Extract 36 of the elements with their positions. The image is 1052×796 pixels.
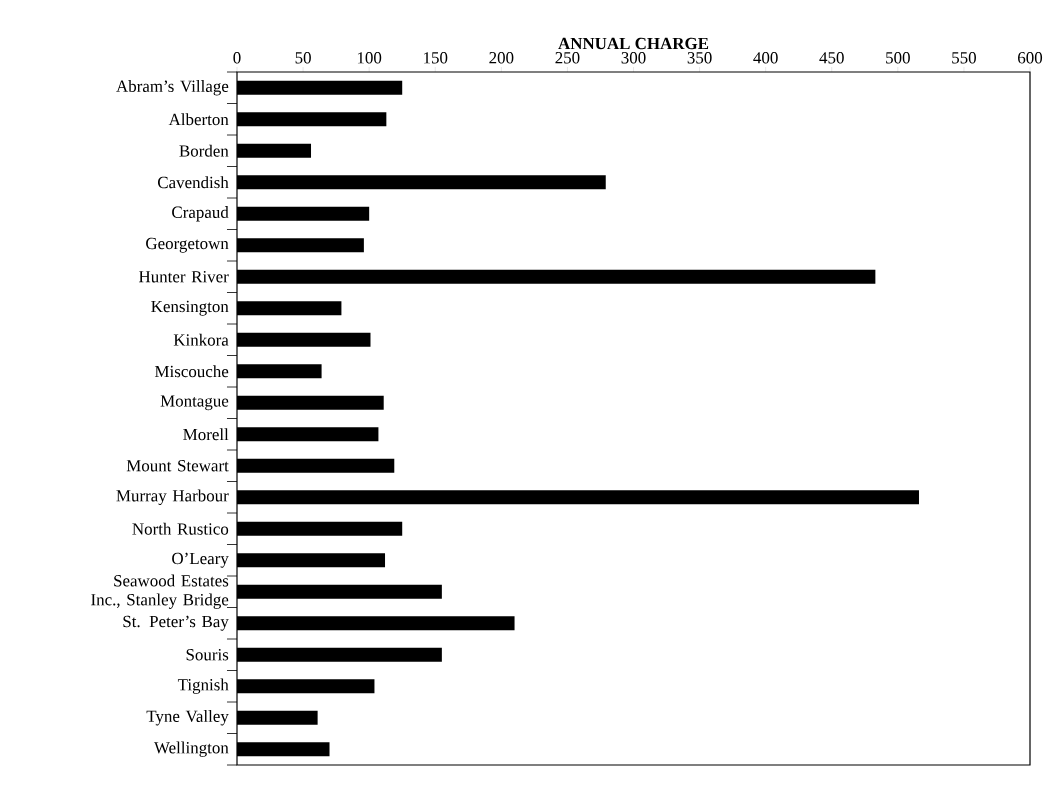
x-tick-label: 450 [819, 52, 844, 64]
y-tick-label: Kinkora [173, 333, 229, 346]
y-tick-label: Hunter River [138, 271, 229, 283]
x-tick-label: 150 [424, 52, 448, 64]
y-tick-label: Alberton [168, 113, 229, 126]
x-tick-label: 350 [687, 52, 712, 64]
x-tick-label: 50 [295, 52, 311, 64]
x-tick-label: 250 [555, 52, 580, 64]
x-tick-label: 300 [621, 52, 646, 64]
y-tick-label: Cavendish [157, 176, 229, 189]
y-tick-label: Wellington [153, 741, 229, 757]
y-tick-label: North Rustico [132, 522, 229, 535]
x-tick-label: 600 [1018, 52, 1043, 64]
y-tick-label: Miscouche [154, 365, 229, 378]
y-tick-label: Georgetown [146, 237, 229, 253]
y-tick-label: Kensington [151, 300, 229, 316]
y-tick-label: Crapaud [172, 206, 229, 222]
y-tick-label: O’Leary [172, 552, 229, 568]
y-tick-label: Souris [186, 649, 229, 661]
y-tick-label: Tignish [177, 678, 229, 694]
y-tick-label: Mount Stewart [126, 460, 229, 472]
x-tick-label: 400 [753, 52, 778, 64]
x-tick-label: 550 [952, 52, 976, 64]
x-axis-title: ANNUAL CHARGE [558, 37, 709, 50]
x-tick-label: 200 [489, 52, 514, 64]
x-tick-label: 500 [886, 52, 910, 64]
y-tick-label: St. Peter’s Bay [123, 615, 229, 631]
x-tick-label: 100 [357, 52, 382, 64]
y-tick-label: Tyne Valley [146, 710, 229, 726]
y-tick-label: Borden [179, 144, 229, 157]
y-tick-label: Seawood Estates Inc., Stanley Bridge [91, 574, 229, 609]
y-tick-label: Montague [160, 395, 229, 411]
y-tick-label: Abram’s Village [116, 80, 229, 96]
x-tick-label: 0 [233, 52, 241, 64]
y-tick-label: Morell [183, 428, 229, 441]
y-tick-label: Murray Harbour [116, 489, 229, 505]
